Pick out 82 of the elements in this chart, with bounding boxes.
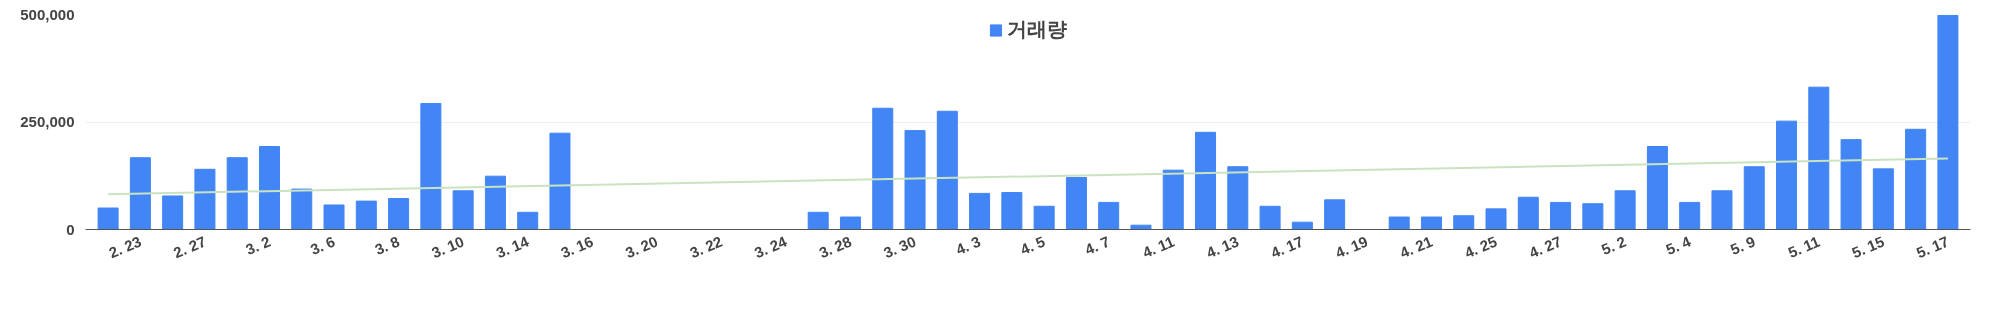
x-tick-label: 3. 6 [307, 232, 338, 259]
x-tick-label: 4. 27 [1526, 232, 1564, 262]
bar [1937, 14, 1959, 230]
x-tick-label: 3. 28 [816, 232, 854, 262]
bar [549, 132, 571, 230]
x-tick-label: 4. 11 [1139, 232, 1177, 261]
x-tick-label: 4. 5 [1017, 232, 1048, 259]
x-tick-label: 5. 17 [1913, 232, 1952, 262]
x-tick-label: 4. 3 [953, 232, 983, 259]
bar [1550, 201, 1572, 230]
bar [872, 107, 894, 230]
bar [97, 207, 119, 230]
bar [1259, 205, 1281, 230]
x-tick-label: 4. 7 [1082, 232, 1113, 259]
x-tick-label: 3. 20 [622, 232, 661, 262]
bar [1001, 192, 1023, 230]
bar [484, 175, 506, 230]
bar [258, 146, 280, 230]
x-tick-label: 3. 2 [243, 232, 273, 259]
x-tick-label: 4. 19 [1332, 232, 1371, 262]
bar [517, 211, 539, 230]
bar [1453, 215, 1475, 230]
bar [1227, 166, 1249, 230]
bar [969, 192, 991, 230]
x-tick-label: 5. 11 [1785, 232, 1823, 261]
bar [420, 103, 442, 230]
bar [1646, 146, 1668, 230]
x-tick-label: 3. 14 [493, 232, 532, 262]
x-tick-label: 4. 21 [1397, 232, 1435, 262]
bar [1808, 86, 1830, 230]
bar [1614, 190, 1636, 230]
bar [1679, 201, 1701, 230]
bar [1872, 168, 1894, 230]
x-tick-label: 3. 8 [372, 232, 402, 259]
legend-label: 거래량 [1007, 17, 1067, 42]
bar [452, 190, 474, 230]
bar [904, 130, 926, 230]
bar [1195, 131, 1217, 230]
bar [129, 157, 151, 230]
bar [1065, 176, 1087, 230]
bar [1776, 120, 1798, 230]
x-tick-label: 3. 30 [880, 232, 919, 262]
bar [194, 168, 216, 230]
bar [355, 200, 377, 230]
x-tick-label: 5. 15 [1849, 232, 1887, 262]
x-tick-label: 4. 17 [1268, 232, 1306, 262]
x-tick-label: 4. 13 [1203, 232, 1242, 262]
x-tick-label: 5. 9 [1727, 232, 1758, 259]
bar [226, 157, 248, 230]
x-tick-label: 5. 2 [1598, 232, 1629, 259]
bar [1517, 196, 1539, 230]
bar [1162, 169, 1184, 230]
bar [1905, 128, 1927, 230]
bar [1388, 216, 1410, 230]
bar [1711, 190, 1733, 230]
x-tick-label: 3. 16 [558, 232, 596, 262]
bar [1324, 199, 1346, 230]
bar [388, 198, 410, 230]
bar [1485, 208, 1507, 230]
bar [1743, 166, 1765, 230]
bar [291, 188, 313, 230]
x-tick-label: 3. 22 [687, 232, 725, 262]
bar [162, 195, 184, 230]
y-tick-label: 250,000 [20, 113, 75, 130]
bar [1582, 203, 1604, 230]
bar [839, 216, 861, 230]
x-tick-label: 3. 24 [751, 232, 790, 262]
x-tick-label: 2. 23 [106, 232, 144, 262]
bar [1291, 221, 1313, 230]
y-tick-label: 500,000 [20, 5, 75, 23]
y-tick-label: 0 [66, 220, 75, 238]
x-tick-label: 4. 25 [1461, 232, 1500, 262]
bar [936, 110, 958, 230]
x-tick-label: 3. 10 [429, 232, 467, 262]
bar [1840, 139, 1862, 230]
bar [1420, 216, 1442, 230]
bar [1033, 205, 1055, 230]
bar [807, 211, 829, 230]
x-tick-label: 2. 27 [170, 232, 209, 262]
bar [1098, 201, 1120, 230]
bar [323, 204, 345, 230]
x-tick-label: 5. 4 [1663, 232, 1694, 259]
